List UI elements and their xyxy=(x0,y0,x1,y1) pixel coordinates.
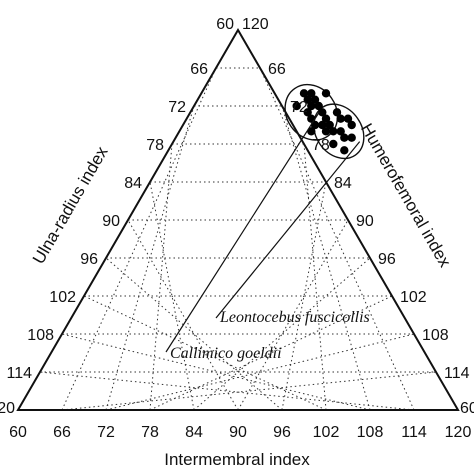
right-tick-label: 72 xyxy=(290,99,308,116)
data-point-callimico xyxy=(307,89,316,98)
data-point-callimico xyxy=(307,127,316,136)
data-point-callimico xyxy=(318,120,327,130)
grid-line xyxy=(105,333,415,411)
left-tick-label: 114 xyxy=(6,365,32,382)
top-corner-right-label: 120 xyxy=(242,16,269,33)
grid xyxy=(39,67,437,411)
bottom-tick-label: 84 xyxy=(185,424,203,441)
data-point-leontocebus xyxy=(347,133,356,142)
species-callouts xyxy=(165,111,361,353)
data-point-leontocebus xyxy=(329,139,338,149)
top-corner-left-label: 60 xyxy=(216,16,234,33)
callout-line-leontocebus xyxy=(215,141,361,319)
tick-labels: 60 66 72 78 84 90 96 102 108 114 120 114 108 102 96 90 8… xyxy=(0,16,474,441)
grid-line xyxy=(127,219,239,411)
left-tick-label: 66 xyxy=(190,61,208,78)
right-tick-label: 66 xyxy=(268,61,286,78)
bottom-tick-label: 78 xyxy=(141,424,159,441)
data-point-leontocebus xyxy=(325,120,334,130)
data-point-callimico xyxy=(299,89,309,98)
right-tick-label: 108 xyxy=(422,327,449,344)
data-point-callimico xyxy=(292,101,301,111)
data-point-leontocebus xyxy=(329,127,338,136)
right-axis-title: Humerofemoral index xyxy=(357,120,455,271)
grid-line xyxy=(39,371,415,411)
data-point-leontocebus xyxy=(336,114,345,123)
left-axis-title: Ulna-radius index xyxy=(29,143,112,267)
grid-line xyxy=(281,181,327,411)
bottom-tick-label: 90 xyxy=(229,424,247,441)
right-tick-label: 78 xyxy=(312,137,330,154)
right-tick-label: 90 xyxy=(356,213,374,230)
bottom-tick-label: 72 xyxy=(97,424,115,441)
left-tick-label: 108 xyxy=(27,327,54,344)
grid-line xyxy=(193,257,371,411)
bottom-tick-label: 120 xyxy=(445,424,472,441)
grid-line xyxy=(149,181,195,411)
bottom-tick-label: 66 xyxy=(53,424,71,441)
grid-line xyxy=(61,371,437,411)
left-corner-label: 120 xyxy=(0,400,15,417)
data-point-leontocebus xyxy=(347,120,356,130)
data-point-callimico xyxy=(321,89,331,98)
left-tick-label: 72 xyxy=(168,99,186,116)
triangle-frame xyxy=(16,28,460,411)
data-point-leontocebus xyxy=(336,127,345,136)
series-label-callimico: Callimico goeldii xyxy=(170,345,282,362)
left-tick-label: 84 xyxy=(124,175,142,192)
data-point-callimico xyxy=(318,108,327,117)
grid-line xyxy=(281,105,371,411)
data-point-leontocebus xyxy=(321,127,331,136)
callout-line-callimico xyxy=(165,111,320,353)
data-point-callimico xyxy=(314,101,323,111)
grid-line xyxy=(61,333,371,411)
left-tick-label: 96 xyxy=(80,251,98,268)
left-tick-label: 90 xyxy=(102,213,120,230)
data-point-callimico xyxy=(310,95,320,104)
bottom-axis-title: Intermembral index xyxy=(164,450,310,469)
data-points xyxy=(292,89,356,155)
grid-line xyxy=(237,219,349,411)
left-tick-label: 102 xyxy=(49,289,76,306)
right-corner-label: 60 xyxy=(460,400,474,417)
bottom-tick-label: 108 xyxy=(357,424,384,441)
bottom-tick-label: 114 xyxy=(401,424,427,441)
series-label-leontocebus: Leontocebus fuscicollis xyxy=(219,309,370,326)
data-point-leontocebus xyxy=(340,146,349,155)
data-point-leontocebus xyxy=(340,133,349,142)
bottom-tick-label: 96 xyxy=(273,424,291,441)
grid-line xyxy=(105,257,283,411)
data-point-callimico xyxy=(303,108,312,117)
left-tick-label: 78 xyxy=(146,137,164,154)
right-tick-label: 102 xyxy=(400,289,427,306)
ellipse-callimico xyxy=(284,83,339,141)
right-tick-label: 114 xyxy=(444,365,470,382)
data-point-leontocebus xyxy=(343,114,353,123)
data-point-callimico xyxy=(303,95,312,104)
right-tick-label: 84 xyxy=(334,175,352,192)
data-point-leontocebus xyxy=(332,108,342,117)
right-tick-label: 96 xyxy=(378,251,396,268)
data-point-leontocebus xyxy=(321,114,331,123)
bottom-tick-label: 60 xyxy=(9,424,27,441)
bottom-tick-label: 102 xyxy=(313,424,340,441)
data-point-callimico xyxy=(307,101,316,111)
